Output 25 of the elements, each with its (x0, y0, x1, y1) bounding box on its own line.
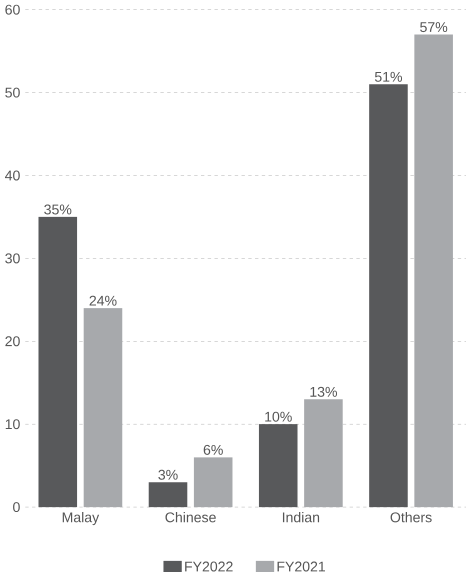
data-label: 6% (204, 444, 223, 455)
y-tick-label: 60 (5, 4, 20, 15)
y-tick-label: 20 (5, 336, 20, 346)
y-tick-label: 50 (5, 88, 20, 98)
bar (368, 84, 408, 508)
y-tick-label: 40 (4, 170, 20, 180)
legend-label: FY2022 (184, 562, 232, 572)
data-label: 24% (89, 296, 116, 306)
x-tick-label: Malay (62, 512, 99, 526)
bar (258, 424, 298, 508)
data-label: 10% (265, 412, 292, 422)
y-tick-label: 30 (5, 253, 20, 264)
data-label: 51% (374, 72, 402, 82)
legend-label: FY2021 (277, 562, 325, 572)
bar (148, 482, 188, 508)
y-tick-label: 10 (6, 419, 20, 430)
y-tick-label: 0 (12, 502, 20, 512)
data-label: 13% (310, 386, 337, 397)
data-label: 3% (158, 470, 178, 480)
bar (38, 216, 77, 508)
x-tick-label: Indian (282, 512, 319, 522)
data-label: 35% (44, 204, 72, 214)
x-tick-label: Others (390, 512, 432, 522)
data-label: 57% (420, 22, 448, 32)
x-tick-label: Chinese (165, 512, 216, 522)
